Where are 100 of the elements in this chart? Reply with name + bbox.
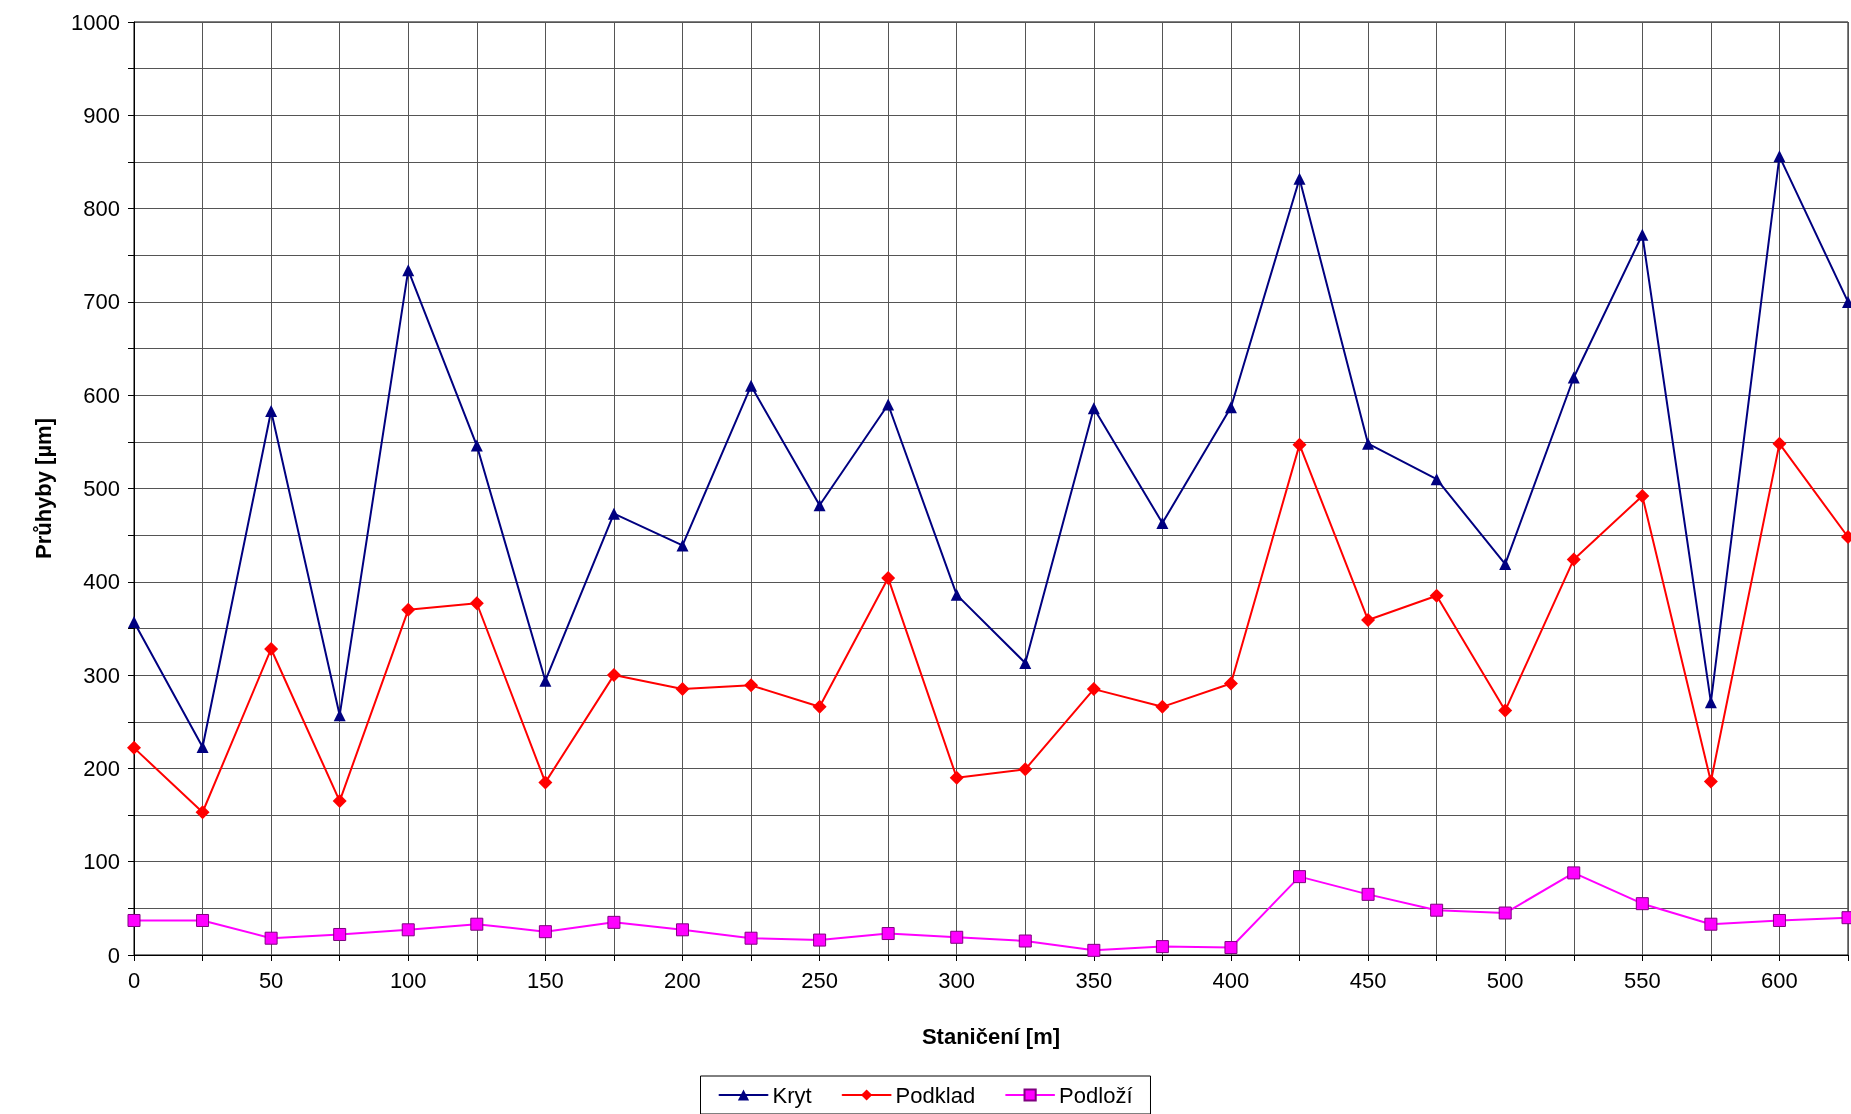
- point: [1361, 887, 1375, 901]
- point: [1155, 699, 1170, 714]
- x-tick-label: 500: [1486, 967, 1524, 993]
- point: [1430, 473, 1443, 486]
- point: [1772, 436, 1787, 451]
- point: [264, 931, 278, 945]
- point: [538, 775, 553, 790]
- legend-label: Podloží: [1059, 1082, 1133, 1108]
- point: [1773, 150, 1786, 163]
- point: [607, 507, 620, 520]
- point: [1224, 401, 1237, 414]
- y-tick-label: 700: [83, 289, 120, 315]
- point: [401, 923, 415, 937]
- point: [1156, 517, 1169, 530]
- x-tick-label: 600: [1761, 967, 1798, 993]
- point: [1019, 656, 1032, 669]
- y-tick-label: 100: [83, 849, 120, 875]
- point: [470, 439, 483, 452]
- y-axis-title: Průhyby [µm]: [30, 417, 56, 560]
- point: [949, 770, 964, 785]
- point: [950, 930, 964, 944]
- point: [1155, 940, 1169, 954]
- point: [469, 596, 484, 611]
- point: [127, 740, 141, 755]
- point: [1567, 371, 1580, 384]
- point: [676, 539, 689, 552]
- point: [401, 602, 416, 617]
- point: [1429, 588, 1444, 603]
- point: [332, 794, 347, 809]
- x-tick-label: 250: [801, 967, 838, 993]
- point: [1566, 552, 1581, 567]
- point: [675, 923, 689, 937]
- y-tick-label: 600: [83, 382, 120, 408]
- point: [1293, 870, 1307, 884]
- point: [607, 915, 621, 929]
- x-axis-title: Staničení [m]: [921, 1023, 1061, 1049]
- point: [882, 398, 895, 411]
- x-tick-label: 150: [527, 967, 564, 993]
- point: [812, 699, 827, 714]
- point: [1636, 228, 1649, 241]
- point: [813, 933, 827, 947]
- x-tick-label: 350: [1075, 967, 1113, 993]
- point: [1361, 613, 1376, 628]
- x-tick-label: 100: [389, 967, 427, 993]
- point: [1018, 934, 1032, 948]
- y-tick-label: 1000: [71, 9, 120, 35]
- x-tick-label: 0: [127, 967, 141, 993]
- point: [470, 917, 484, 931]
- point: [1224, 941, 1238, 955]
- legend-label: Kryt: [772, 1082, 812, 1108]
- point: [1498, 703, 1513, 718]
- point: [881, 571, 896, 586]
- point: [881, 927, 895, 941]
- point: [1635, 488, 1650, 503]
- point: [1086, 682, 1101, 697]
- y-tick-label: 200: [83, 755, 120, 781]
- x-tick-label: 50: [258, 967, 284, 993]
- point: [1567, 866, 1581, 880]
- point: [744, 931, 758, 945]
- point: [1223, 676, 1238, 691]
- point: [264, 641, 279, 656]
- legend-label: Podklad: [895, 1082, 976, 1108]
- point: [675, 682, 690, 697]
- x-tick-label: 200: [664, 967, 701, 993]
- point: [333, 927, 347, 941]
- point: [196, 913, 210, 927]
- point: [744, 678, 759, 693]
- point: [1362, 437, 1375, 450]
- point: [128, 615, 140, 628]
- y-tick-label: 400: [83, 569, 120, 595]
- point: [606, 668, 621, 683]
- y-tick-label: 0: [107, 942, 120, 968]
- point: [1499, 558, 1512, 571]
- point: [1430, 903, 1444, 917]
- point: [265, 405, 278, 418]
- point: [1703, 774, 1718, 789]
- point: [1087, 402, 1100, 415]
- y-tick-label: 900: [83, 102, 120, 128]
- y-tick-label: 500: [83, 476, 120, 501]
- point: [402, 264, 415, 277]
- point: [950, 588, 963, 601]
- point: [196, 740, 209, 753]
- point: [1772, 913, 1786, 927]
- x-tick-label: 300: [938, 967, 976, 993]
- x-tick-label: 550: [1623, 967, 1661, 993]
- point: [1087, 943, 1101, 957]
- point: [539, 674, 552, 687]
- point: [1018, 762, 1033, 777]
- point: [1293, 172, 1306, 185]
- point: [1635, 897, 1649, 911]
- point: [813, 499, 826, 512]
- y-tick-label: 300: [83, 662, 120, 688]
- y-tick-label: 800: [83, 196, 120, 222]
- point: [745, 379, 758, 392]
- point: [1704, 917, 1718, 931]
- point: [127, 913, 141, 927]
- point: [538, 925, 552, 939]
- x-tick-label: 400: [1212, 967, 1250, 993]
- point: [195, 805, 210, 820]
- point: [1292, 437, 1307, 452]
